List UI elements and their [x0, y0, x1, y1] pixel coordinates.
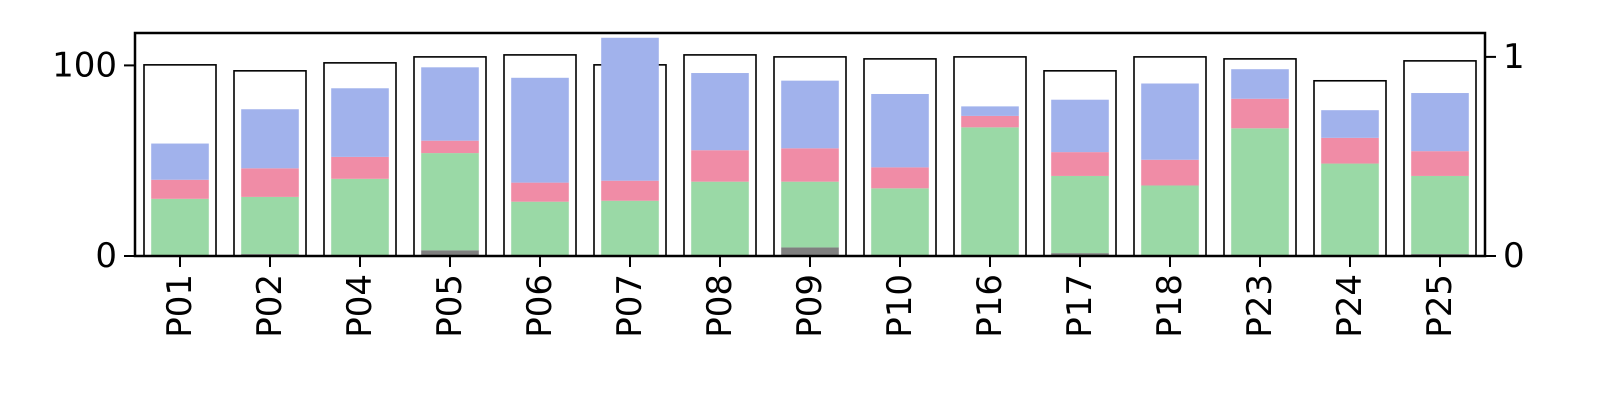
stacked-segment: [1321, 137, 1379, 164]
x-tick-label: P10: [880, 274, 920, 338]
stacked-segment: [961, 127, 1019, 256]
stacked-segment: [421, 153, 479, 251]
stacked-segment: [1411, 151, 1469, 176]
x-tick-label: P24: [1330, 274, 1370, 338]
stacked-segment: [511, 77, 569, 183]
stacked-segment: [421, 140, 479, 154]
x-tick-label: P16: [970, 274, 1010, 338]
x-tick-label: P23: [1240, 274, 1280, 338]
stacked-segment: [781, 181, 839, 248]
x-tick-label: P06: [520, 274, 560, 338]
stacked-segment: [1411, 175, 1469, 255]
stacked-segment: [781, 148, 839, 182]
x-tick-label: P01: [160, 274, 200, 338]
stacked-segment: [241, 196, 299, 255]
stacked-segment: [1231, 128, 1289, 256]
x-tick-label: P04: [340, 274, 380, 338]
stacked-segment: [331, 88, 389, 157]
right-y-tick-label: 0: [1503, 236, 1525, 276]
x-tick-label: P17: [1060, 274, 1100, 338]
stacked-segment: [151, 179, 209, 199]
stacked-segment: [871, 167, 929, 189]
bars-layer: [143, 37, 1477, 257]
stacked-segment: [781, 247, 839, 256]
stacked-segment: [151, 143, 209, 180]
left-y-tick-label: 100: [52, 45, 117, 85]
stacked-segment: [601, 200, 659, 256]
stacked-segment: [601, 180, 659, 201]
stacked-segment: [331, 178, 389, 256]
x-tick-label: P18: [1150, 274, 1190, 338]
stacked-segment: [961, 106, 1019, 116]
stacked-segment: [1231, 98, 1289, 129]
stacked-segment: [1051, 175, 1109, 254]
stacked-segment: [331, 156, 389, 179]
x-tick-label: P02: [250, 274, 290, 338]
stacked-segment: [691, 73, 749, 151]
left-y-tick-label: 0: [95, 236, 117, 276]
stacked-segment: [1321, 110, 1379, 138]
stacked-segment: [1411, 93, 1469, 152]
stacked-segment: [871, 188, 929, 256]
stacked-segment: [1051, 99, 1109, 153]
stacked-segment: [421, 67, 479, 141]
stacked-segment: [151, 198, 209, 256]
stacked-segment: [241, 109, 299, 169]
stacked-segment: [601, 37, 659, 181]
axes-layer: P01 P02 P04 P05 P06 P07 P08 P09 P10 P16 P17 P18 P23 P…: [52, 37, 1525, 338]
right-y-tick-label: 1: [1503, 37, 1525, 77]
stacked-segment: [511, 201, 569, 256]
x-tick-label: P09: [790, 274, 830, 338]
stacked-segment: [241, 168, 299, 197]
stacked-segment: [691, 181, 749, 256]
x-tick-label: P08: [700, 274, 740, 338]
stacked-segment: [691, 150, 749, 182]
stacked-segment: [1051, 152, 1109, 176]
stacked-segment: [1051, 253, 1109, 256]
stacked-segment: [781, 80, 839, 149]
stacked-segment: [511, 182, 569, 202]
stacked-segment: [1141, 83, 1199, 160]
stacked-segment: [1141, 185, 1199, 256]
stacked-segment: [961, 115, 1019, 128]
x-tick-label: P05: [430, 274, 470, 338]
stacked-segment: [421, 250, 479, 256]
stacked-segment: [1321, 163, 1379, 256]
stacked-segment: [871, 93, 929, 168]
x-tick-label: P07: [610, 274, 650, 338]
stacked-segment: [1141, 159, 1199, 186]
stacked-segment: [1231, 69, 1289, 99]
x-tick-label: P25: [1420, 274, 1460, 338]
